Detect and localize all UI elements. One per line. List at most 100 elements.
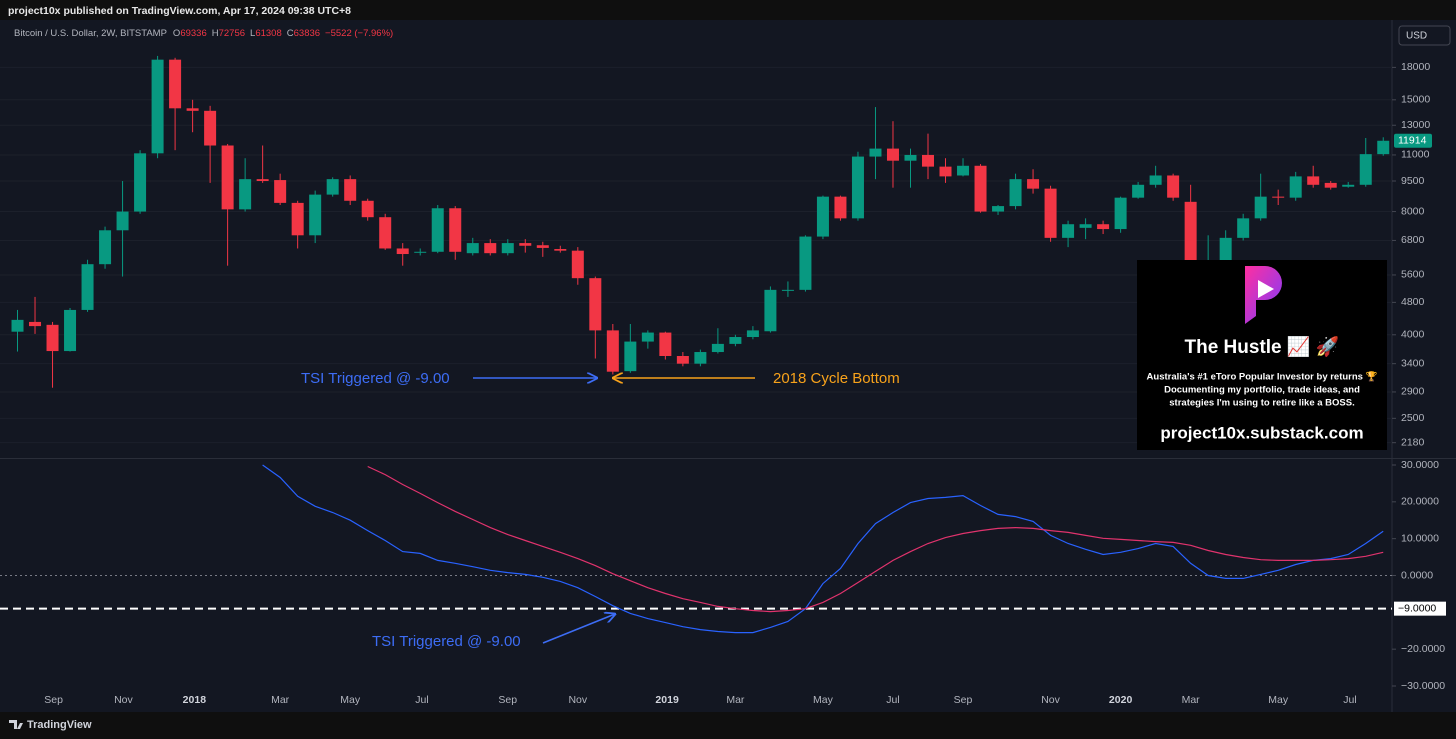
candle-body xyxy=(291,202,304,236)
candle-body xyxy=(729,337,742,344)
candle-body xyxy=(221,145,234,210)
candle-body xyxy=(151,59,164,154)
candle-body xyxy=(1237,218,1250,238)
y-tick-label: 15000 xyxy=(1401,94,1430,106)
candle-body xyxy=(29,321,42,327)
candle-body xyxy=(799,236,812,290)
promo-line: strategies I'm using to retire like a BO… xyxy=(1169,398,1354,409)
candle-body xyxy=(1097,224,1110,230)
legend-value: 72756 xyxy=(219,28,245,39)
candle-body xyxy=(1114,197,1127,230)
promo-url[interactable]: project10x.substack.com xyxy=(1160,423,1363,442)
candle-body xyxy=(1289,176,1302,198)
y-tick-label: 4000 xyxy=(1401,329,1425,341)
candle-body xyxy=(186,108,199,111)
y-tick-label: 9500 xyxy=(1401,175,1425,187)
annotation: TSI Triggered @ -9.00 xyxy=(372,633,521,650)
y-tick-label: 2180 xyxy=(1401,436,1425,448)
candle-body xyxy=(834,196,847,219)
y-tick-label: 2500 xyxy=(1401,412,1425,424)
indicator-line xyxy=(367,465,1384,613)
candle-body xyxy=(466,243,479,254)
promo-title: The Hustle 📈 🚀 xyxy=(1185,335,1340,358)
candle-body xyxy=(1307,176,1320,185)
candle-body xyxy=(46,324,59,352)
y-tick-label: 20.0000 xyxy=(1401,496,1439,508)
x-tick-label: Nov xyxy=(114,694,133,706)
last-price-tag xyxy=(1394,133,1432,148)
candle-body xyxy=(64,309,77,352)
legend-key: O xyxy=(173,28,180,39)
y-tick-label: 10.0000 xyxy=(1401,532,1439,544)
x-tick-label: Sep xyxy=(498,694,517,706)
y-tick-label: −20.0000 xyxy=(1401,643,1445,655)
candle-body xyxy=(1044,188,1057,238)
promo-line: Australia's #1 eToro Popular Investor by… xyxy=(1147,371,1378,383)
candle-body xyxy=(974,165,987,212)
legend-value: 63836 xyxy=(294,28,320,39)
x-tick-label: Nov xyxy=(1041,694,1060,706)
x-tick-label: Sep xyxy=(954,694,973,706)
logo-play xyxy=(1258,280,1274,298)
candle-body xyxy=(711,343,724,353)
candle-body xyxy=(676,355,689,364)
header: project10x published on TradingView.com,… xyxy=(8,5,351,17)
candle-body xyxy=(851,156,864,219)
candle-body xyxy=(659,332,672,356)
candle-body xyxy=(1342,184,1355,187)
candle-body xyxy=(781,289,794,291)
candle-body xyxy=(239,179,252,210)
candle-body xyxy=(1132,184,1145,198)
candle-body xyxy=(624,341,637,372)
candle-body xyxy=(571,250,584,279)
indicator-line xyxy=(262,464,1384,634)
legend-value: 61308 xyxy=(255,28,281,39)
currency-button[interactable] xyxy=(1398,25,1451,46)
candle-body xyxy=(134,153,147,212)
reference-label: −9.0000 xyxy=(1398,602,1436,614)
candle-body xyxy=(992,206,1005,212)
candle-body xyxy=(1272,196,1285,198)
candle-body xyxy=(1027,179,1040,189)
currency[interactable]: USD xyxy=(1406,31,1427,42)
candle-body xyxy=(326,179,339,195)
x-tick-label: Jul xyxy=(415,694,428,706)
x-tick-label: Sep xyxy=(44,694,63,706)
candle-body xyxy=(589,278,602,331)
candle-body xyxy=(256,179,269,182)
candle-body xyxy=(1149,175,1162,185)
candle-body xyxy=(344,179,357,201)
candle-body xyxy=(1167,175,1180,198)
candle-body xyxy=(869,148,882,157)
candle-body xyxy=(1062,224,1075,238)
candle-body xyxy=(379,217,392,249)
candle-body xyxy=(939,166,952,177)
y-tick-label: 13000 xyxy=(1401,119,1430,131)
annotation: TSI Triggered @ -9.00 xyxy=(301,370,450,387)
x-tick-label: May xyxy=(813,694,834,706)
x-tick-label: Jul xyxy=(886,694,899,706)
x-tick-label: Nov xyxy=(568,694,587,706)
candle-body xyxy=(904,154,917,161)
y-tick-label: 3400 xyxy=(1401,357,1425,369)
x-tick-label: Mar xyxy=(271,694,290,706)
candle-body xyxy=(1219,237,1232,266)
candle-body xyxy=(519,243,532,246)
y-tick-label: 6800 xyxy=(1401,234,1425,246)
candle-body xyxy=(99,230,112,265)
candle-body xyxy=(694,352,707,364)
candle-body xyxy=(449,208,462,252)
symbol: Bitcoin / U.S. Dollar, 2W, BITSTAMP xyxy=(14,28,167,39)
candle-body xyxy=(554,249,567,251)
x-tick-label: Jul xyxy=(1343,694,1356,706)
arrow xyxy=(542,614,615,644)
candle-body xyxy=(922,154,934,167)
candle-body xyxy=(746,330,759,338)
footer[interactable]: TradingView xyxy=(27,719,92,731)
candle-body xyxy=(1324,182,1337,188)
y-tick-label: 0.0000 xyxy=(1401,569,1433,581)
candle-body xyxy=(431,208,444,252)
legend-key: H xyxy=(212,28,219,39)
candle-body xyxy=(1184,201,1197,272)
